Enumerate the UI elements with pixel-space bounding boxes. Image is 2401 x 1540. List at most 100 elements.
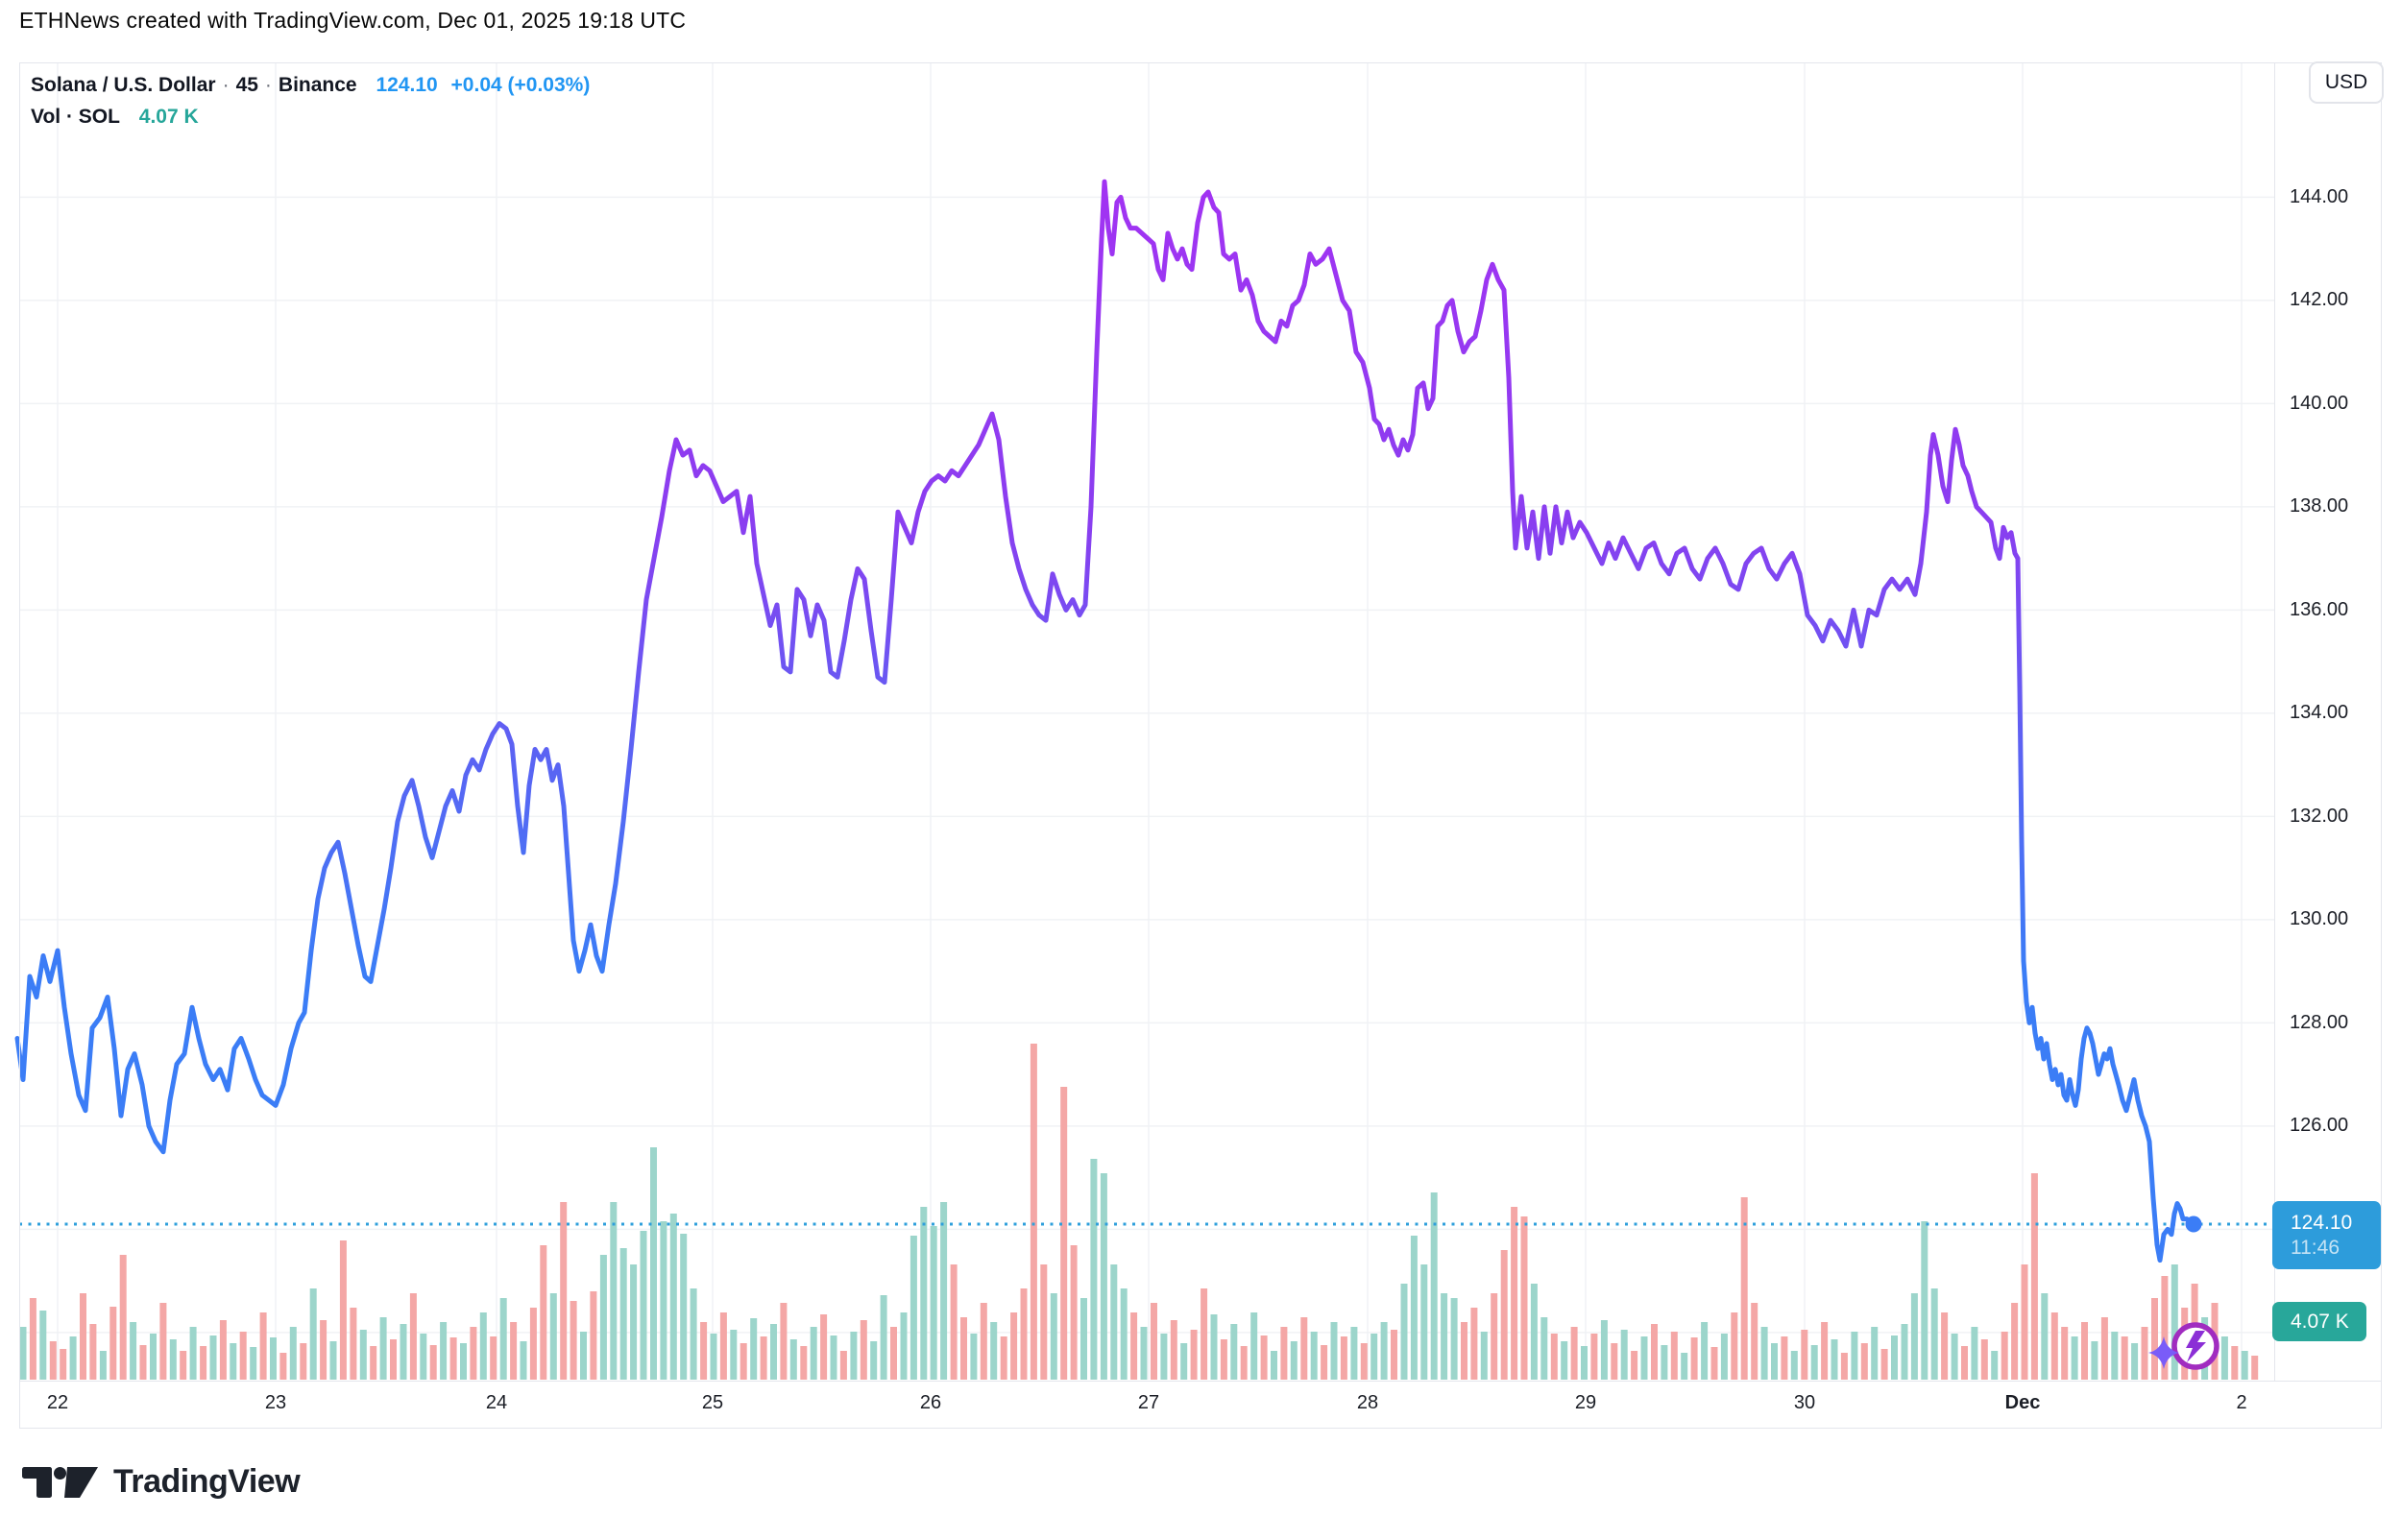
volume-bar — [1470, 1308, 1478, 1380]
volume-bar — [1420, 1264, 1428, 1380]
volume-bar — [400, 1324, 407, 1380]
volume-bar — [1360, 1343, 1368, 1380]
price-axis-label: 140.00 — [2290, 392, 2349, 414]
volume-bar — [1651, 1324, 1658, 1380]
volume-bar — [870, 1341, 878, 1380]
volume-bar — [850, 1332, 858, 1380]
volume-bar — [1240, 1346, 1248, 1380]
volume-bar — [1921, 1221, 1928, 1380]
volume-bar — [1530, 1284, 1538, 1380]
volume-bar — [1230, 1324, 1238, 1380]
time-axis-label: 25 — [701, 1392, 724, 1413]
volume-bar — [1180, 1343, 1188, 1380]
volume-bar — [640, 1231, 647, 1380]
price-axis-label: 128.00 — [2290, 1011, 2349, 1033]
volume-bar — [580, 1332, 587, 1380]
volume-bar — [1430, 1192, 1438, 1380]
volume-bar — [1020, 1288, 1028, 1380]
volume-bar — [760, 1336, 767, 1380]
volume-bar — [440, 1322, 448, 1380]
price-axis-label: 130.00 — [2290, 908, 2349, 930]
volume-bar — [1500, 1250, 1508, 1380]
volume-bar — [990, 1322, 998, 1380]
volume-bar — [1731, 1312, 1738, 1380]
volume-bar — [1751, 1303, 1758, 1380]
volume-bar — [1740, 1197, 1748, 1380]
volume-bar — [950, 1264, 958, 1380]
volume-bar — [770, 1324, 777, 1380]
volume-bar — [549, 1293, 557, 1380]
time-axis-label: 28 — [1356, 1392, 1379, 1413]
volume-bar — [1461, 1322, 1467, 1380]
volume-bar — [660, 1221, 667, 1380]
volume-bar — [1801, 1330, 1808, 1380]
volume-bar — [1941, 1312, 1949, 1380]
volume-bar — [2050, 1312, 2058, 1380]
volume-bar — [570, 1301, 577, 1380]
time-axis-label: 30 — [1793, 1392, 1816, 1413]
price-line-series — [14, 179, 2196, 1263]
volume-bar — [1520, 1216, 1528, 1380]
volume-bar — [1100, 1173, 1107, 1380]
volume-bar — [700, 1322, 708, 1380]
volume-bar — [2041, 1293, 2049, 1380]
volume-bar — [1070, 1245, 1078, 1380]
volume-bar — [1681, 1353, 1688, 1380]
volume-bar — [1050, 1293, 1057, 1380]
volume-bar — [209, 1335, 217, 1380]
volume-bar — [219, 1320, 227, 1380]
volume-bar — [2171, 1264, 2178, 1380]
volume-bar — [180, 1351, 187, 1380]
volume-bar — [1570, 1327, 1578, 1380]
volume-bar — [1611, 1343, 1618, 1380]
volume-bar — [2111, 1332, 2119, 1380]
last-price-marker — [2185, 1215, 2202, 1233]
volume-bar — [2161, 1276, 2169, 1380]
volume-bar — [900, 1312, 908, 1380]
volume-bar — [690, 1288, 697, 1380]
volume-bar — [270, 1337, 277, 1380]
price-axis-label: 142.00 — [2290, 289, 2349, 311]
volume-bar — [1631, 1351, 1638, 1380]
price-axis-label: 134.00 — [2290, 702, 2349, 724]
volume-bar — [1951, 1334, 1958, 1380]
tradingview-logo[interactable]: TradingView — [22, 1463, 301, 1501]
volume-bar — [1220, 1339, 1227, 1380]
volume-bar — [740, 1343, 747, 1380]
volume-bar — [200, 1346, 207, 1380]
volume-bar — [560, 1202, 568, 1380]
volume-bar — [1491, 1293, 1498, 1380]
volume-bar — [1561, 1341, 1568, 1380]
volume-bar — [1720, 1334, 1728, 1380]
volume-bar — [109, 1307, 117, 1380]
volume-bar — [279, 1353, 287, 1380]
volume-bar — [1971, 1327, 1978, 1380]
symbol-name: Solana / U.S. Dollar — [31, 74, 216, 96]
volume-bar — [1710, 1347, 1718, 1380]
price-axis-label: 136.00 — [2290, 598, 2349, 620]
volume-bar — [1600, 1320, 1608, 1380]
currency-toggle-button[interactable]: USD — [2309, 61, 2384, 104]
volume-bar — [1271, 1351, 1277, 1380]
time-axis-label: 27 — [1137, 1392, 1160, 1413]
volume-bar — [289, 1327, 297, 1380]
volume-bar — [1130, 1312, 1138, 1380]
volume-bar — [1321, 1345, 1328, 1380]
volume-bar — [139, 1345, 147, 1380]
volume-bar — [2100, 1317, 2108, 1380]
volume-bar — [390, 1339, 397, 1380]
volume-bar — [1910, 1293, 1918, 1380]
volume-bar — [1760, 1327, 1768, 1380]
volume-bar — [2121, 1336, 2128, 1380]
volume-bar — [1340, 1336, 1347, 1380]
volume-bar — [920, 1207, 928, 1380]
volume-bar — [1260, 1335, 1268, 1380]
legend-volume-row: Vol · SOL 4.07 K — [31, 101, 590, 132]
volume-bar — [1821, 1322, 1829, 1380]
volume-bar — [1590, 1334, 1598, 1380]
volume-bar — [2081, 1322, 2088, 1380]
price-axis-label: 126.00 — [2290, 1115, 2349, 1137]
volume-bar — [930, 1226, 937, 1380]
